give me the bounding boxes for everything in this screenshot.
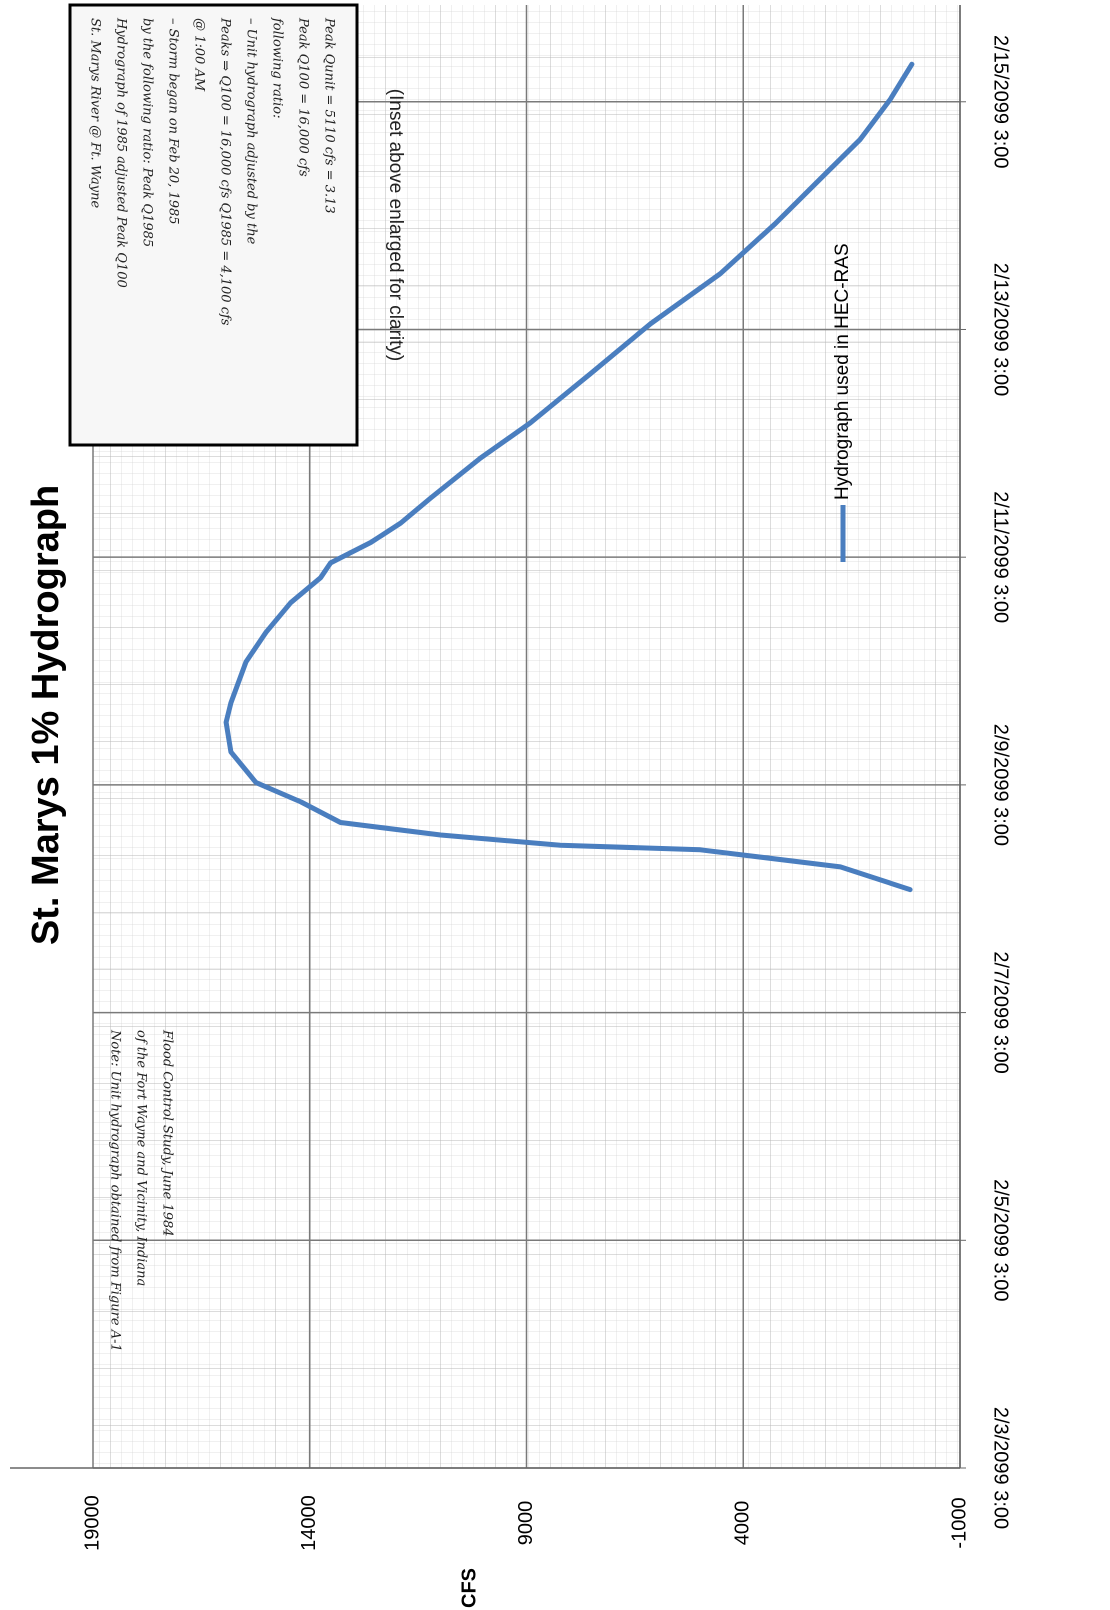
x-tick-label: 2/3/2099 3:00 [990, 1407, 1012, 1529]
inset-text: by the following ratio: Peak Q1985 [140, 18, 155, 247]
note-text: Flood Control Study, June 1984 [160, 1029, 175, 1237]
inset-text: Peak Qunit = 5110 cfs = 3.13 [322, 17, 337, 214]
inset-text: Peaks ⇒ Q100 = 16,000 cfs Q1985 = 4,100 … [218, 17, 233, 326]
x-tick-label: 2/5/2099 3:00 [990, 1179, 1012, 1301]
y-tick-label: 19000 [81, 1495, 103, 1551]
chart-title: St. Marys 1% Hydrograph [25, 485, 67, 945]
inset-text: Peak Q100 = 16,000 cfs [296, 17, 311, 177]
inset-text: Hydrograph of 1985 adjusted Peak Q100 [114, 17, 129, 288]
note-text: of the Fort Wayne and Vicinity, Indiana [134, 1030, 149, 1286]
inset-box [70, 5, 357, 445]
inset-text: – Unit hydrograph adjusted by the [244, 18, 259, 245]
inset-text: following ratio: [270, 17, 285, 118]
inset-text: St. Marys River @ Ft. Wayne [88, 18, 103, 208]
x-tick-label: 2/13/2099 3:00 [990, 263, 1012, 396]
inset-text: @ 1:00 AM [192, 18, 207, 92]
inset-caption: (Inset above enlarged for clarity) [385, 89, 406, 361]
x-tick-label: 2/11/2099 3:00 [990, 491, 1012, 623]
x-tick-label: 2/9/2099 3:00 [990, 724, 1012, 846]
y-tick-label: 4000 [732, 1501, 754, 1546]
legend-label: Hydrograph used in HEC-RAS [832, 243, 853, 500]
x-tick-label: 2/15/2099 3:00 [990, 35, 1012, 168]
chart: (Inset above enlarged for clarity) St. M… [0, 0, 1110, 1610]
y-tick-label: -1000 [948, 1497, 970, 1548]
inset-text: – Storm began on Feb 20, 1985 [166, 18, 181, 225]
note-text: Note: Unit hydrograph obtained from Figu… [108, 1029, 123, 1352]
y-tick-label: 14000 [298, 1495, 320, 1551]
y-axis-title: CFS [458, 1568, 480, 1608]
x-tick-label: 2/7/2099 3:00 [990, 951, 1012, 1073]
y-tick-label: 9000 [515, 1501, 537, 1546]
